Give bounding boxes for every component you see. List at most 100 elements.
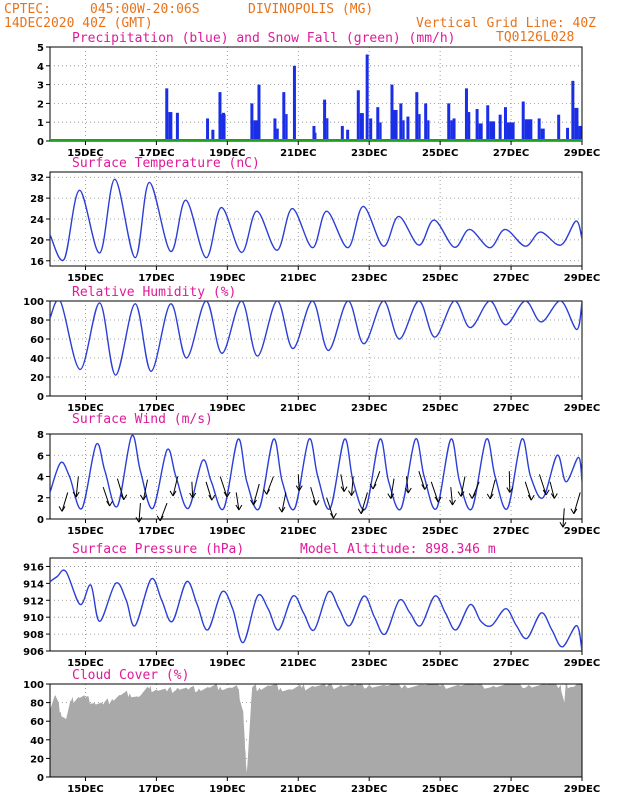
y-tick-label: 908 [23,630,44,641]
wind-arrow [549,481,555,499]
wind-arrow [219,476,228,498]
y-tick-label: 20 [30,236,44,247]
y-tick-label: 24 [30,215,44,226]
wind-arrow [430,481,439,503]
x-tick-label: 23DEC [351,784,387,795]
precip-bar [250,103,254,141]
series-line [50,569,582,651]
x-tick-label: 21DEC [280,526,316,537]
wind-arrow [489,479,496,499]
x-tick-label: 23DEC [351,403,387,414]
precip-bar [566,127,570,141]
precip-bar [475,109,479,141]
x-tick-label: 17DEC [138,148,174,159]
wind-arrow [326,497,334,519]
panel-cloud: Cloud Cover (%) 0 20 40 60 80 100 15DEC 17DEC 19D… [23,668,600,795]
panel-rh: Relative Humidity (%) 0 20 40 60 80 100 15DEC 17… [23,285,600,414]
y-tick-label: 0 [37,392,44,403]
x-tick-label: 25DEC [422,273,458,284]
header-model: TQ0126L028 [496,30,574,45]
precip-bar [447,103,451,141]
y-tick-label: 40 [30,354,44,365]
precip-bar [498,114,502,141]
wind-arrow [191,481,194,499]
x-tick-label: 25DEC [422,526,458,537]
wind-arrow [61,492,69,512]
precip-bar [537,118,541,141]
x-tick-label: 27DEC [493,148,529,159]
precip-bar [282,92,286,141]
wind-arrowhead [369,483,377,490]
wind-arrow [340,474,345,492]
panel-temp: Surface Temperature (nC) 16 20 24 28 32 15DEC 1… [30,156,600,284]
wind-arrow [538,474,547,496]
y-tick-label: 80 [30,699,44,710]
precip-bar [402,120,405,141]
panel-title: Surface Wind (m/s) [72,412,213,427]
y-tick-label: 100 [23,297,44,308]
wind-arrowhead [527,494,535,501]
panel-title: Surface Temperature (nC) [72,156,260,171]
precip-bar [369,118,373,141]
x-tick-label: 19DEC [209,526,245,537]
x-tick-label: 25DEC [422,148,458,159]
x-tick-label: 17DEC [138,273,174,284]
precip-bar [257,84,261,141]
x-tick-label: 15DEC [67,784,103,795]
x-tick-label: 15DEC [67,403,103,414]
y-tick-label: 2 [37,99,44,110]
wind-arrowhead [550,493,558,499]
precip-bar [521,101,525,141]
wind-arrowhead [295,485,303,491]
x-tick-label: 29DEC [564,784,600,795]
precip-bar [168,112,173,141]
precip-bar [359,113,364,141]
precip-bar [452,118,456,141]
wind-arrowhead [434,496,442,503]
wind-arrowhead [235,504,243,511]
wind-arrow [460,476,466,497]
y-tick-label: 3 [37,81,44,92]
precip-bar [578,125,582,141]
y-tick-label: 4 [37,62,44,73]
wind-arrow [562,508,565,528]
precip-bar [376,107,380,141]
wind-arrow [142,479,149,501]
header-run: 14DEC2020 40Z (GMT) [4,16,153,31]
precip-bar [450,120,453,141]
x-tick-label: 15DEC [67,526,103,537]
x-tick-label: 23DEC [351,526,387,537]
y-tick-label: 5 [37,43,44,54]
precip-bar [540,128,545,141]
precip-bar [340,125,344,141]
y-tick-label: 0 [37,137,44,148]
precip-bar [211,129,215,141]
wind-arrowhead [340,486,348,492]
x-tick-label: 29DEC [564,658,600,669]
precip-bar [571,80,575,141]
x-tick-label: 21DEC [280,403,316,414]
precip-bar [165,88,169,141]
wind-arrow [418,471,426,490]
x-tick-label: 15DEC [67,658,103,669]
wind-arrowhead [106,500,114,507]
x-tick-label: 27DEC [493,273,529,284]
x-tick-label: 17DEC [138,658,174,669]
x-tick-label: 23DEC [351,658,387,669]
x-tick-label: 27DEC [493,784,529,795]
precip-bar [356,90,360,141]
wind-arrowhead [506,487,514,493]
x-tick-label: 27DEC [493,403,529,414]
wind-arrowhead [312,499,320,506]
header-coords: 045:00W-20:06S [90,2,200,17]
wind-arrow [508,471,511,493]
x-tick-label: 15DEC [67,148,103,159]
precip-bar [524,119,533,141]
wind-arrowhead [329,513,337,519]
wind-arrow [350,476,354,496]
plot-frame [49,557,583,652]
wind-arrowhead [387,493,395,499]
cloud-area [50,684,582,777]
precip-bar [393,109,398,141]
